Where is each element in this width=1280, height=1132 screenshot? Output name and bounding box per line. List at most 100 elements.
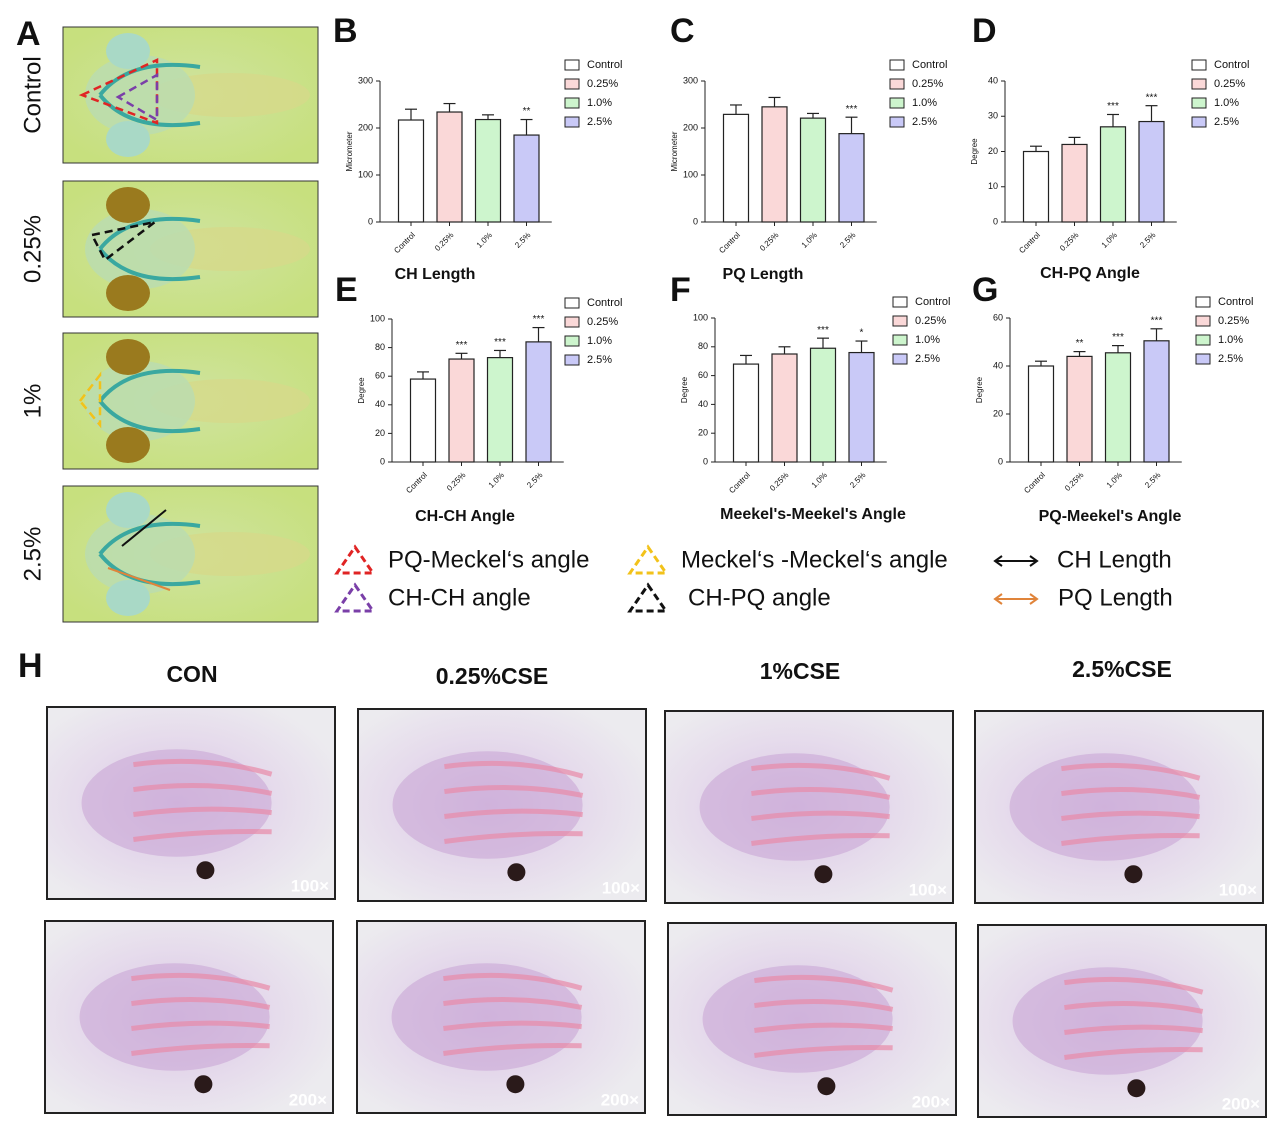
- legend-swatch: [1191, 97, 1207, 109]
- y-tick-label: 100: [358, 169, 373, 179]
- cartilage-strand: [1061, 832, 1200, 846]
- y-tick-label: 20: [698, 428, 708, 438]
- y-tick-label: 300: [358, 75, 373, 85]
- legend-swatch: [889, 78, 905, 90]
- significance: **: [1076, 338, 1084, 349]
- significance: ***: [533, 314, 545, 325]
- cartilage-strand: [131, 1042, 270, 1056]
- y-tick-label: 60: [375, 371, 385, 381]
- y-tick-label: 60: [698, 370, 708, 380]
- chart-title: CH Length: [395, 266, 476, 283]
- legend-swatch: [892, 353, 908, 365]
- cartilage-strand: [133, 783, 273, 796]
- overlay: [107, 567, 171, 591]
- legend-swatch: [892, 315, 908, 327]
- y-tick-label: 300: [683, 75, 698, 85]
- overlay: [90, 220, 156, 262]
- pigment: [1124, 865, 1143, 884]
- x-tick-label: 2.5%: [848, 471, 867, 490]
- legend-label: Control: [1218, 296, 1253, 308]
- y-axis-label: Micrometer: [670, 131, 679, 171]
- legend-swatch: [1195, 296, 1211, 308]
- magnification: 200×: [1222, 1094, 1260, 1113]
- larva-eye: [106, 121, 150, 157]
- bar: [436, 111, 463, 223]
- magnification: 100×: [602, 878, 640, 897]
- y-tick-label: 20: [993, 408, 1003, 418]
- x-tick-label: 1.0%: [1105, 471, 1124, 490]
- panel-letter: C: [670, 12, 695, 50]
- legend-swatch: [564, 78, 580, 90]
- legend-label: PQ Length: [1058, 584, 1173, 611]
- row-label: 1%: [19, 384, 46, 419]
- y-tick-label: 30: [988, 111, 998, 121]
- y-tick-label: 0: [368, 216, 373, 226]
- legend-swatch: [889, 97, 905, 109]
- y-tick-label: 40: [698, 399, 708, 409]
- larva-eye: [106, 580, 150, 616]
- legend-swatch: [1195, 334, 1211, 346]
- larva-eye: [106, 187, 150, 223]
- cartilage-strand: [1064, 1046, 1203, 1060]
- legend-triangle: [627, 544, 669, 575]
- column-label: 0.25%CSE: [436, 663, 549, 689]
- legend-label: PQ-Meckel‘s angle: [388, 546, 589, 573]
- chart-title: PQ Length: [723, 266, 804, 283]
- larva-eye: [106, 339, 150, 375]
- x-tick-label: 2.5%: [1143, 471, 1162, 490]
- legend-swatch: [1191, 116, 1207, 128]
- y-tick-label: 200: [683, 122, 698, 132]
- y-tick-label: 200: [358, 122, 373, 132]
- pigment: [814, 865, 833, 884]
- larva-head: [85, 361, 195, 441]
- cartilage-strand: [754, 1044, 893, 1058]
- legend-label: CH-PQ angle: [688, 584, 831, 611]
- y-tick-label: 0: [998, 456, 1003, 466]
- significance: ***: [1107, 101, 1119, 112]
- panel-letter: H: [18, 647, 43, 685]
- legend-triangle: [334, 582, 376, 613]
- cartilage: [98, 216, 201, 282]
- panel-letter: F: [670, 271, 691, 309]
- magnification: 200×: [289, 1090, 327, 1109]
- pigment: [1127, 1079, 1146, 1098]
- bar: [799, 117, 827, 223]
- bar: [397, 119, 425, 223]
- significance: ***: [494, 337, 506, 348]
- larva-head: [85, 55, 195, 135]
- x-tick-label: 1.0%: [487, 471, 506, 490]
- bar: [486, 357, 514, 463]
- y-tick-label: 100: [693, 312, 708, 322]
- cartilage-strand: [754, 974, 894, 993]
- x-tick-label: Control: [1017, 230, 1042, 255]
- legend-label: 2.5%: [587, 354, 612, 366]
- x-tick-label: 2.5%: [838, 231, 857, 250]
- bar: [409, 378, 437, 463]
- legend-label: 0.25%: [1218, 315, 1249, 327]
- cartilage: [98, 62, 201, 128]
- significance: *: [860, 328, 864, 339]
- legend-label: Control: [587, 59, 622, 71]
- bar: [1027, 365, 1055, 463]
- x-tick-label: Control: [717, 230, 742, 255]
- significance: ***: [1146, 92, 1158, 103]
- bar: [771, 353, 798, 463]
- y-tick-label: 0: [703, 456, 708, 466]
- pigment: [507, 863, 526, 882]
- legend-swatch: [1195, 353, 1211, 365]
- legend-swatch: [564, 97, 580, 109]
- legend-label: 1.0%: [1214, 97, 1239, 109]
- x-tick-label: Control: [1022, 470, 1047, 495]
- legend-label: CH-CH angle: [388, 584, 531, 611]
- legend-label: Control: [587, 297, 622, 309]
- cartilage-strand: [751, 762, 891, 781]
- y-tick-label: 0: [693, 216, 698, 226]
- y-tick-label: 10: [988, 181, 998, 191]
- x-tick-label: 1.0%: [1100, 231, 1119, 250]
- cartilage-strand: [444, 808, 583, 819]
- legend-label: Control: [1214, 59, 1249, 71]
- legend-label: 1.0%: [912, 97, 937, 109]
- legend-swatch: [1191, 59, 1207, 71]
- cartilage-strand: [131, 1020, 270, 1031]
- cartilage-strand: [444, 760, 584, 779]
